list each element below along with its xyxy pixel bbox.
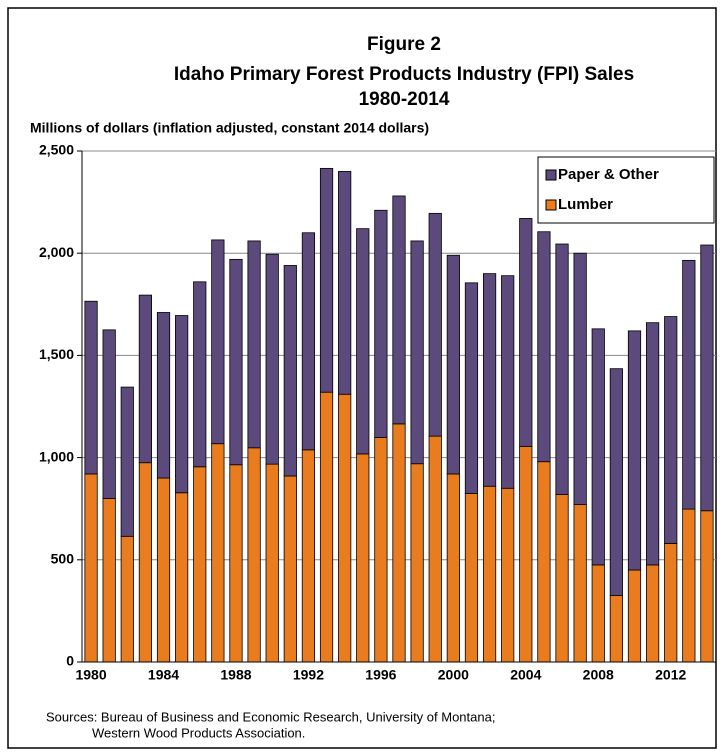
bar (501, 487, 515, 663)
x-tick-label: 1980 (75, 667, 106, 683)
bar (392, 195, 406, 425)
bar (301, 449, 316, 663)
bar (555, 243, 569, 495)
bar (319, 391, 334, 663)
bar (301, 232, 316, 451)
bar (283, 265, 297, 477)
bar (138, 462, 152, 663)
legend-label: Lumber (558, 196, 613, 213)
bar (156, 477, 171, 663)
bar (573, 504, 587, 663)
bar (410, 240, 424, 465)
bar (338, 171, 352, 395)
bar (193, 466, 207, 663)
bar (428, 435, 442, 663)
bar (265, 253, 279, 465)
bar (464, 492, 479, 663)
y-tick-label: 1,000 (39, 448, 74, 464)
chart-subtitle: 1980-2014 (359, 89, 450, 110)
y-tick-label: 2,500 (39, 142, 74, 158)
x-tick-label: 1992 (293, 667, 324, 683)
x-tick-label: 1988 (220, 667, 251, 683)
bar (156, 312, 171, 479)
x-tick-label: 1996 (365, 667, 396, 683)
frame (7, 7, 717, 749)
bar (682, 259, 696, 510)
bar (84, 300, 98, 475)
bar (609, 595, 623, 663)
bar (482, 485, 497, 663)
x-tick-label: 2012 (655, 667, 686, 683)
bar (482, 273, 497, 487)
y-axis-label: Millions of dollars (inflation adjusted,… (30, 120, 429, 136)
bar (84, 473, 98, 663)
chart-title: Figure 2 (367, 34, 441, 55)
bar (319, 167, 334, 393)
source: Sources: Bureau of Business and Economic… (46, 709, 495, 724)
legend-box (537, 156, 715, 224)
legend-swatch (545, 199, 557, 211)
bar (211, 239, 225, 445)
y-tick-label: 0 (66, 653, 74, 669)
bar (700, 244, 714, 512)
bar (609, 368, 623, 596)
bar (591, 564, 605, 663)
bar (519, 445, 533, 663)
bar (428, 212, 442, 437)
legend-label: Paper & Other (558, 166, 659, 183)
bar (627, 330, 642, 571)
bar (464, 282, 479, 494)
bar (374, 209, 388, 438)
bar (229, 258, 243, 466)
bar (374, 437, 388, 663)
bar (537, 461, 551, 663)
bar (102, 329, 116, 499)
bar (664, 316, 678, 544)
bar (193, 281, 207, 468)
legend-swatch (545, 169, 557, 181)
y-tick-label: 2,000 (39, 244, 74, 260)
bar (446, 473, 460, 663)
bar (646, 564, 660, 663)
bar (120, 535, 134, 663)
bar (247, 447, 261, 663)
bar (283, 475, 297, 663)
bar (646, 322, 660, 566)
bar (338, 393, 352, 663)
bar (392, 423, 406, 663)
y-tick-label: 1,500 (39, 346, 74, 362)
bar (537, 231, 551, 463)
bar (591, 328, 605, 566)
x-tick-label: 1984 (148, 667, 179, 683)
bar (175, 492, 189, 663)
bar (519, 218, 533, 447)
x-tick-label: 2000 (438, 667, 469, 683)
bar (265, 463, 279, 663)
bar (175, 315, 189, 494)
bar (356, 228, 370, 455)
bar (356, 453, 370, 663)
bar (102, 498, 116, 663)
bar (446, 254, 460, 475)
bar (410, 463, 424, 663)
x-tick-label: 2004 (510, 667, 541, 683)
bar (555, 493, 569, 663)
bar (120, 386, 134, 537)
y-tick-label: 500 (51, 551, 75, 567)
x-tick-label: 2008 (583, 667, 614, 683)
bar (138, 294, 152, 464)
bar (700, 510, 714, 663)
bar (247, 240, 261, 449)
bar (627, 569, 642, 663)
bar (664, 543, 678, 663)
bar (229, 464, 243, 663)
bar (682, 508, 696, 663)
source: Western Wood Products Association. (92, 725, 305, 740)
bar (211, 443, 225, 663)
bar (573, 252, 587, 506)
chart-subtitle: Idaho Primary Forest Products Industry (… (174, 64, 634, 85)
bar (501, 275, 515, 489)
